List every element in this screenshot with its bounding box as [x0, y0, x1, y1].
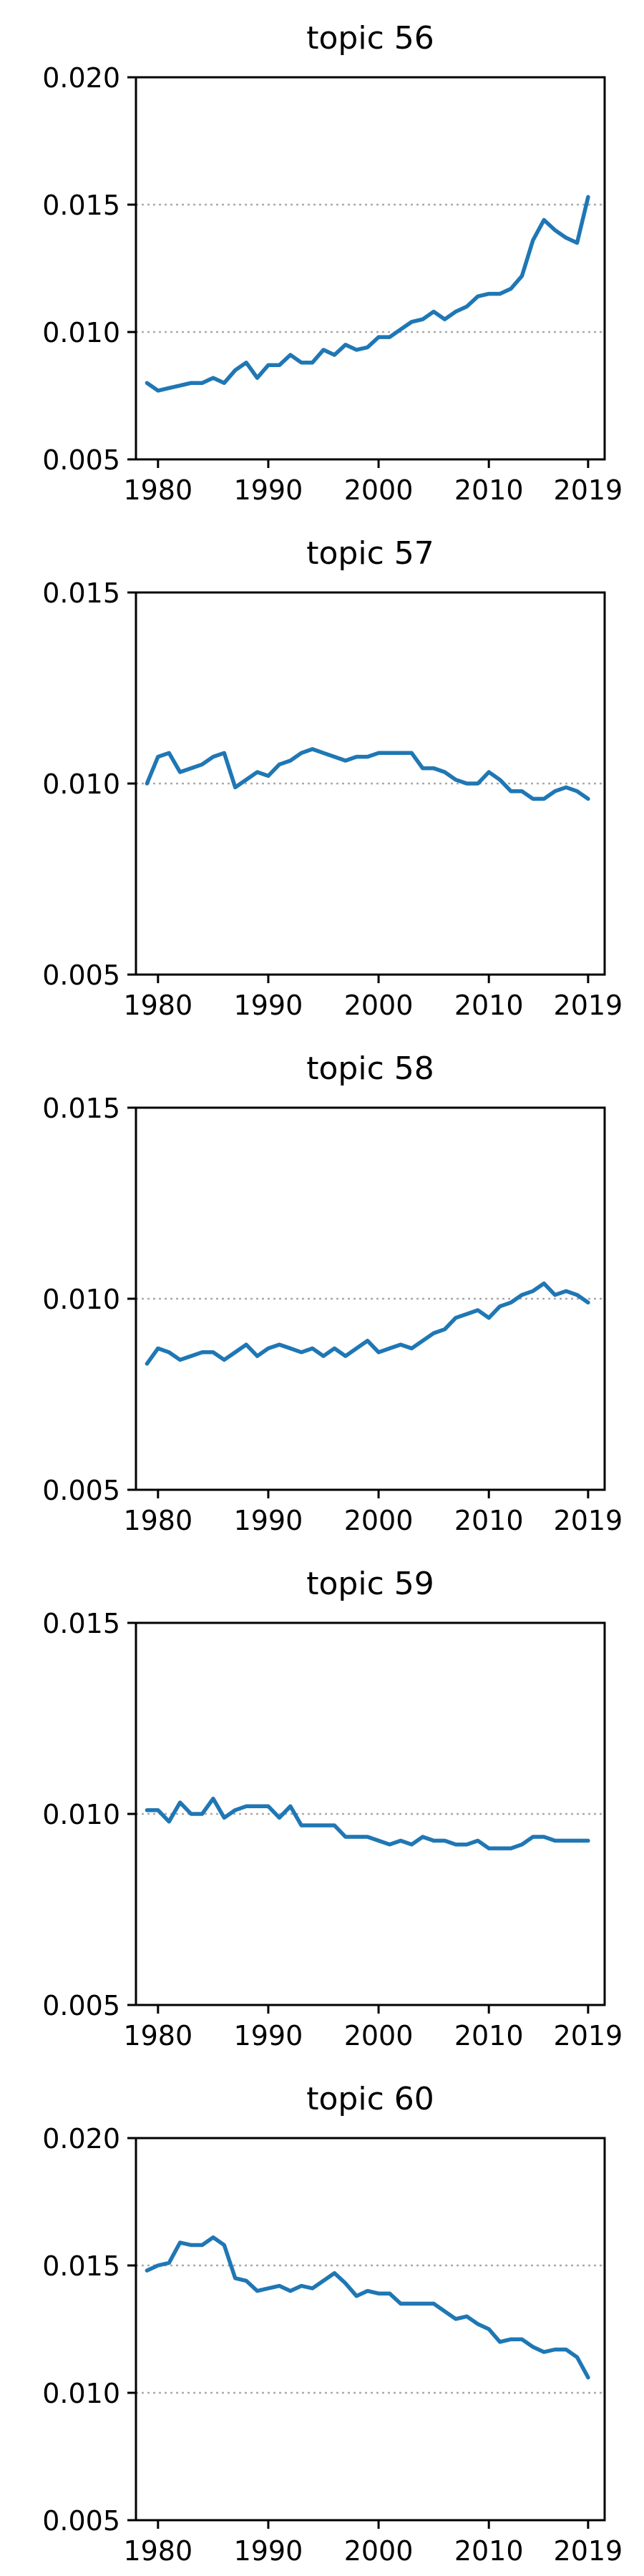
x-tick-label: 2000 — [344, 2535, 414, 2567]
y-tick-label: 0.010 — [42, 1799, 120, 1830]
x-tick-label: 2000 — [344, 2020, 414, 2051]
x-tick-label: 1990 — [234, 474, 303, 506]
y-tick-label: 0.015 — [42, 1608, 120, 1639]
chart-title: topic 57 — [306, 535, 434, 572]
y-tick-label: 0.020 — [42, 62, 120, 94]
y-tick-label: 0.010 — [42, 1284, 120, 1315]
x-tick-label: 1990 — [234, 1505, 303, 1536]
y-tick-label: 0.020 — [42, 2123, 120, 2155]
x-tick-label: 2010 — [454, 990, 524, 1021]
x-tick-label: 2019 — [554, 990, 623, 1021]
x-tick-label: 1980 — [123, 474, 192, 506]
series-line — [145, 2235, 590, 2380]
x-tick-label: 1980 — [123, 2020, 192, 2051]
y-tick-label: 0.015 — [42, 577, 120, 609]
x-tick-label: 2000 — [344, 1505, 414, 1536]
x-tick-label: 2010 — [454, 2535, 524, 2567]
plot-frame — [135, 2137, 606, 2522]
x-tick-label: 1990 — [234, 2020, 303, 2051]
x-tick-label: 2019 — [554, 474, 623, 506]
series-line — [145, 195, 590, 393]
chart-title: topic 60 — [306, 2081, 434, 2117]
chart-title: topic 59 — [306, 1566, 434, 1602]
y-tick-label: 0.015 — [42, 1093, 120, 1124]
plot-frame — [135, 76, 606, 461]
x-tick-label: 2000 — [344, 474, 414, 506]
series-line — [145, 747, 590, 801]
x-tick-label: 1980 — [123, 2535, 192, 2567]
y-tick-label: 0.010 — [42, 317, 120, 348]
y-tick-label: 0.005 — [42, 960, 120, 991]
x-tick-label: 1990 — [234, 2535, 303, 2567]
x-tick-label: 1980 — [123, 990, 192, 1021]
y-tick-label: 0.015 — [42, 190, 120, 221]
x-tick-label: 2000 — [344, 990, 414, 1021]
x-tick-label: 2010 — [454, 1505, 524, 1536]
y-tick-label: 0.005 — [42, 1475, 120, 1506]
chart-title: topic 56 — [306, 20, 434, 57]
x-tick-label: 2019 — [554, 1505, 623, 1536]
x-tick-label: 2010 — [454, 474, 524, 506]
x-tick-label: 1990 — [234, 990, 303, 1021]
x-tick-label: 2019 — [554, 2535, 623, 2567]
x-tick-label: 1980 — [123, 1505, 192, 1536]
series-line — [145, 1796, 590, 1850]
chart-title: topic 58 — [306, 1050, 434, 1087]
y-tick-label: 0.010 — [42, 2378, 120, 2409]
y-tick-label: 0.005 — [42, 444, 120, 476]
y-tick-label: 0.015 — [42, 2250, 120, 2282]
x-tick-label: 2010 — [454, 2020, 524, 2051]
y-tick-label: 0.005 — [42, 2505, 120, 2537]
series-line — [145, 1281, 590, 1366]
y-tick-label: 0.010 — [42, 769, 120, 800]
x-tick-label: 2019 — [554, 2020, 623, 2051]
y-tick-label: 0.005 — [42, 1990, 120, 2021]
